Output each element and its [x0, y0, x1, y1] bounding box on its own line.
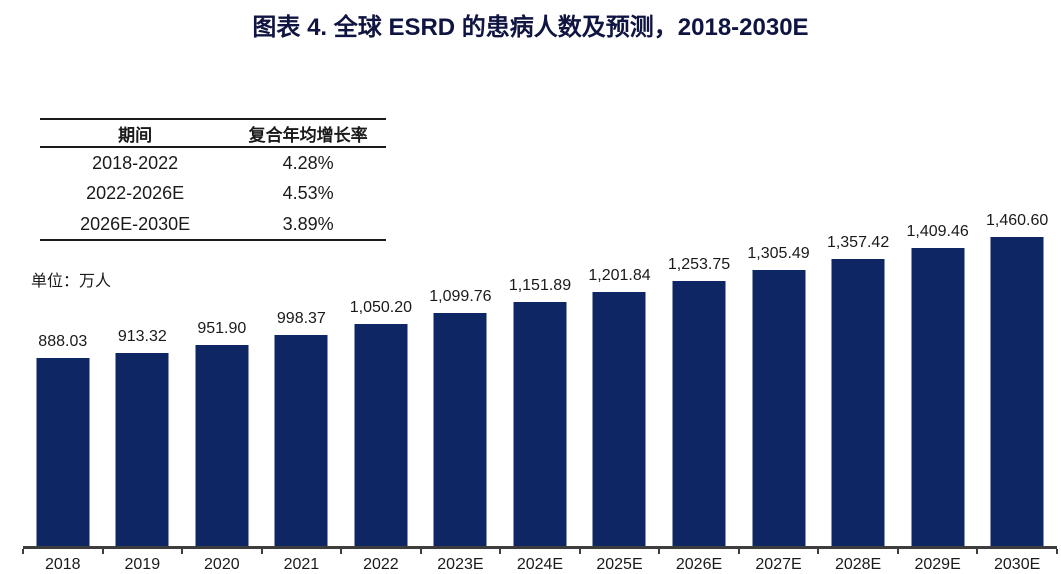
axis-tick — [817, 549, 820, 554]
axis-tick — [499, 549, 502, 554]
x-tick-label: 2027E — [755, 556, 802, 573]
unit-label: 单位：万人 — [31, 273, 112, 290]
x-tick-label: 2024E — [516, 556, 564, 573]
bar-2025E — [592, 291, 646, 546]
axis-tick — [419, 549, 422, 554]
bar-2018 — [36, 358, 90, 546]
bar-2019 — [115, 352, 169, 546]
x-tick-label: 2019 — [124, 556, 161, 573]
bar-value-label: 998.37 — [276, 309, 326, 327]
cagr-cell: 3.89% — [282, 213, 334, 234]
x-tick-label: 2025E — [596, 556, 643, 573]
bar-column-2021: 998.37 — [262, 237, 342, 546]
bar-2029E — [911, 247, 965, 546]
cagr-cell: 4.28% — [282, 152, 334, 173]
cagr-table-header-row: 期间 复合年均增长率 — [40, 119, 386, 147]
axis-tick — [181, 549, 184, 554]
axis-tick — [101, 549, 104, 554]
bar-2020 — [195, 344, 249, 546]
bar-2027E — [752, 269, 806, 546]
bar-value-label: 1,460.60 — [986, 212, 1049, 229]
period-cell: 2022-2026E — [86, 183, 185, 203]
bar-column-2029E: 1,409.46 — [898, 223, 978, 546]
bar-2024E — [513, 302, 567, 546]
x-tick-label: 2020 — [204, 556, 240, 573]
bar-2023E — [433, 313, 487, 546]
bar-column-2030E: 1,460.60 — [977, 212, 1057, 546]
axis-tick — [1056, 549, 1058, 554]
axis-tick — [340, 549, 343, 554]
bar-column-2019: 913.32 — [103, 237, 183, 546]
bar-value-label: 951.90 — [197, 319, 247, 337]
bar-2026E — [672, 280, 726, 546]
axis-tick — [658, 549, 661, 554]
table-row: 2018-2022 4.28% — [40, 147, 386, 178]
axis-tick — [260, 549, 263, 554]
cagr-table: 期间 复合年均增长率 2018-2022 4.28% 2022-2026E 4.… — [40, 118, 386, 241]
bar-2028E — [831, 258, 885, 546]
cagr-cell: 4.53% — [282, 183, 334, 203]
bar-value-label: 1,151.89 — [508, 277, 572, 295]
bar-chart: 888.03 913.32 951.90 998.37 1,050.20 1,099.76… — [22, 212, 1058, 574]
bar-column-2025E: 1,201.84 — [580, 237, 660, 546]
x-tick-label: 2026E — [675, 556, 723, 573]
bar-value-label: 1,099.76 — [429, 288, 492, 306]
bar-2030E — [990, 237, 1044, 546]
bar-value-label: 1,201.84 — [588, 266, 651, 284]
period-cell: 2018-2022 — [92, 152, 179, 173]
bar-2021 — [274, 334, 328, 546]
bar-value-label: 1,357.42 — [826, 233, 890, 251]
x-tick-label: 2018 — [44, 556, 81, 573]
axis-tick — [578, 549, 581, 554]
bar-series: 888.03 913.32 951.90 998.37 1,050.20 1,099.76… — [23, 212, 1057, 546]
bar-column-2023E: 1,099.76 — [421, 237, 501, 546]
bar-column-2024E: 1,151.89 — [500, 237, 580, 546]
table-row: 2026E-2030E 3.89% — [40, 209, 386, 240]
bar-column-2027E: 1,305.49 — [739, 237, 819, 546]
x-tick-label: 2029E — [914, 556, 961, 573]
x-tick-label: 2028E — [834, 556, 882, 573]
axis-tick — [22, 549, 24, 554]
chart-title: 图表 4. 全球 ESRD 的患病人数及预测，2018-2030E — [252, 14, 809, 41]
x-axis-labels: 2018 2019 2020 2021 2022 2023E 2024E 2025E 2026E… — [23, 549, 1057, 574]
bar-column-2028E: 1,357.42 — [818, 233, 898, 546]
bar-value-label: 1,253.75 — [667, 255, 731, 273]
x-tick-label: 2021 — [283, 556, 320, 573]
axis-tick — [896, 549, 899, 554]
x-tick-label: 2023E — [437, 556, 484, 573]
bar-column-2020: 951.90 — [182, 237, 262, 546]
axis-tick — [976, 549, 979, 554]
bar-value-label: 1,305.49 — [747, 244, 810, 262]
bar-value-label: 1,050.20 — [349, 298, 413, 316]
x-tick-label: 2030E — [994, 556, 1041, 573]
bar-column-2018: 888.03 — [23, 237, 103, 546]
cagr-header-rate: 复合年均增长率 — [248, 125, 368, 145]
bar-value-label: 1,409.46 — [906, 222, 969, 240]
axis-tick — [737, 549, 740, 554]
x-axis — [22, 546, 1058, 554]
cagr-header-period: 期间 — [118, 125, 153, 145]
bar-value-label: 913.32 — [117, 327, 167, 345]
period-cell: 2026E-2030E — [80, 213, 191, 234]
bar-column-2026E: 1,253.75 — [659, 237, 739, 546]
bar-2022 — [354, 323, 408, 546]
bar-column-2022: 1,050.20 — [341, 237, 421, 546]
bar-value-label: 888.03 — [38, 333, 88, 351]
x-tick-label: 2022 — [363, 556, 399, 573]
table-row: 2022-2026E 4.53% — [40, 178, 386, 209]
